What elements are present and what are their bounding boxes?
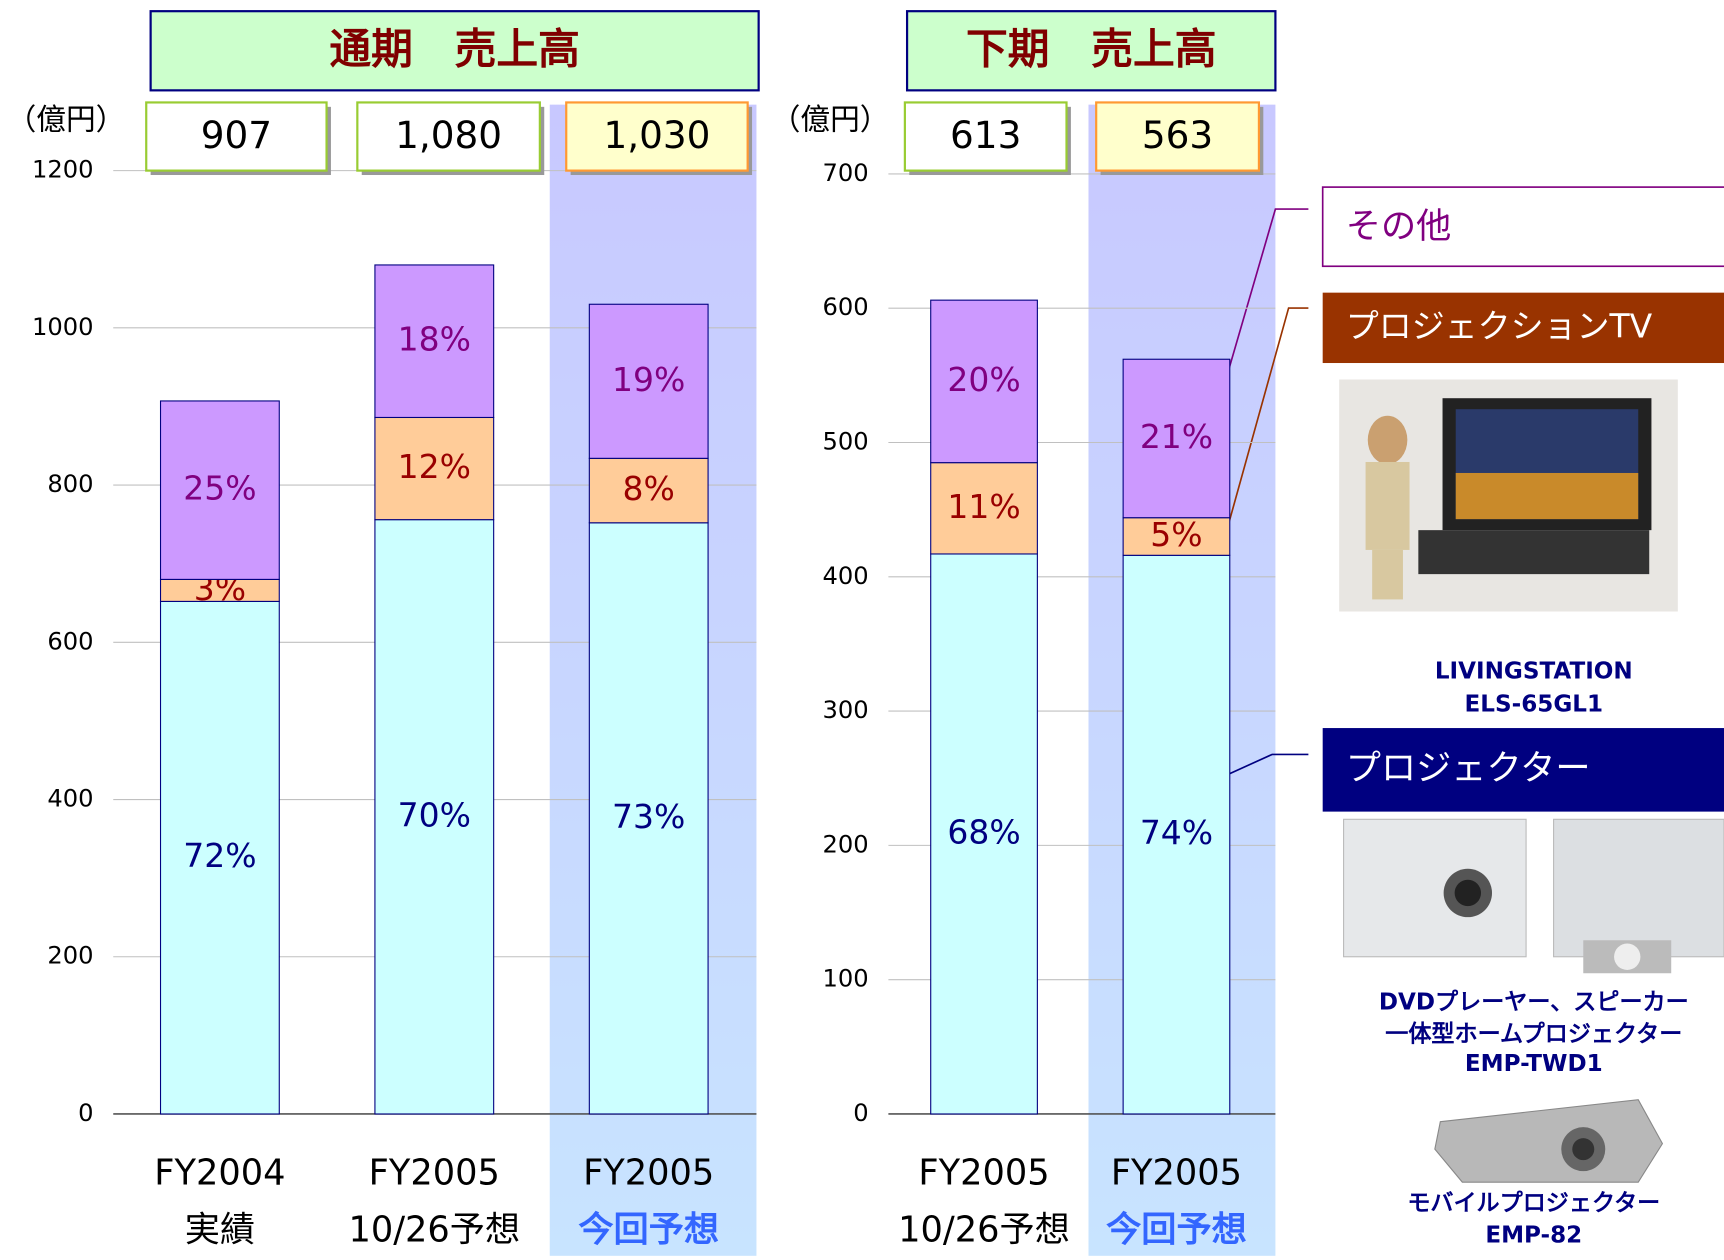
- y-tick-label: 200: [822, 830, 868, 858]
- x-tick-label: FY2005: [583, 1152, 714, 1193]
- segment-label: 68%: [947, 812, 1020, 851]
- product-caption: 一体型ホームプロジェクター: [1385, 1021, 1682, 1047]
- y-tick-label: 600: [822, 293, 868, 321]
- segment-label: 20%: [947, 360, 1020, 399]
- segment-label: 5%: [1150, 515, 1202, 554]
- segment-label: 19%: [612, 360, 685, 399]
- product-caption: EMP-82: [1485, 1223, 1582, 1249]
- segment-label: 12%: [398, 447, 471, 486]
- x-tick-note: 実績: [185, 1210, 255, 1251]
- product-caption: モバイルプロジェクター: [1407, 1191, 1660, 1217]
- legend-label: プロジェクションTV: [1346, 306, 1653, 345]
- bar-segment: [374, 416, 495, 521]
- x-tick-label: FY2005: [1111, 1152, 1242, 1193]
- legend-box: [1321, 186, 1724, 268]
- x-tick-note: 10/26予想: [348, 1210, 520, 1251]
- segment-label: 25%: [183, 469, 256, 508]
- segment-label: 72%: [183, 836, 256, 875]
- segment-label: 21%: [1140, 417, 1213, 456]
- y-tick-label: 200: [47, 942, 93, 970]
- leader-line: [1225, 307, 1309, 534]
- y-tick-label: 1000: [32, 313, 94, 341]
- total-label: 1,080: [395, 113, 502, 157]
- bar-segment: [1122, 554, 1231, 1115]
- leader-line: [1225, 753, 1309, 777]
- bar-segment: [930, 299, 1038, 464]
- bar-segment: [374, 264, 495, 419]
- total-box: [1095, 101, 1261, 172]
- segment-label: 11%: [947, 487, 1020, 526]
- y-tick-label: 700: [822, 159, 868, 187]
- y-tick-label: 100: [822, 965, 868, 993]
- total-box: [145, 101, 328, 172]
- y-tick-label: 1200: [32, 156, 94, 184]
- bar-segment: [159, 600, 280, 1115]
- legend-box: [1322, 292, 1724, 364]
- total-label: 563: [1142, 113, 1213, 157]
- y-tick-label: 800: [47, 470, 93, 498]
- x-tick-label: FY2005: [369, 1152, 500, 1193]
- product-caption: LIVINGSTATION: [1435, 658, 1633, 684]
- y-tick-label: 0: [853, 1099, 868, 1127]
- y-tick-label: 500: [822, 428, 868, 456]
- title-box: [905, 10, 1277, 92]
- total-label: 907: [201, 113, 272, 157]
- bar-segment: [930, 553, 1038, 1115]
- product-photo: [1339, 379, 1678, 612]
- unit-label: （億円）: [7, 102, 126, 137]
- total-box: [565, 101, 749, 172]
- segment-label: 8%: [623, 469, 675, 508]
- x-tick-label: FY2005: [918, 1152, 1049, 1193]
- x-tick-note: 10/26予想: [898, 1210, 1070, 1251]
- legend-label: プロジェクター: [1346, 748, 1591, 789]
- bar-segment: [588, 303, 709, 459]
- segment-label: 70%: [398, 795, 471, 834]
- bar-segment: [930, 462, 1038, 555]
- chart-title: 下期 売上高: [966, 24, 1217, 73]
- bar-segment: [1122, 358, 1231, 519]
- bar-segment: [588, 522, 709, 1115]
- chart-title: 通期 売上高: [329, 24, 580, 73]
- legend-label: その他: [1346, 206, 1452, 247]
- y-tick-label: 600: [47, 627, 93, 655]
- total-label: 613: [950, 113, 1021, 157]
- segment-label: 18%: [398, 320, 471, 359]
- leader-line: [1219, 208, 1309, 399]
- x-tick-note: 今回予想: [578, 1210, 719, 1251]
- segment-label: 74%: [1140, 813, 1213, 852]
- product-caption: EMP-TWD1: [1465, 1051, 1603, 1077]
- title-box: [149, 10, 760, 92]
- bar-segment: [374, 519, 495, 1115]
- product-caption: DVDプレーヤー、スピーカー: [1379, 989, 1689, 1015]
- product-photo: [1343, 818, 1724, 974]
- y-tick-label: 400: [822, 562, 868, 590]
- total-label: 1,030: [603, 113, 710, 157]
- segment-label: 73%: [612, 797, 685, 836]
- y-tick-label: 0: [78, 1099, 93, 1127]
- total-box: [356, 101, 541, 172]
- x-tick-note: 今回予想: [1106, 1210, 1247, 1251]
- total-box: [903, 101, 1068, 172]
- legend-box: [1322, 728, 1724, 812]
- bar-segment: [588, 457, 709, 524]
- bar-segment: [159, 400, 280, 580]
- y-tick-label: 400: [47, 785, 93, 813]
- unit-label: （億円）: [771, 102, 890, 137]
- y-tick-label: 300: [822, 696, 868, 724]
- product-caption: ELS-65GL1: [1465, 691, 1604, 717]
- x-tick-label: FY2004: [154, 1152, 285, 1193]
- product-photo: [1434, 1099, 1664, 1183]
